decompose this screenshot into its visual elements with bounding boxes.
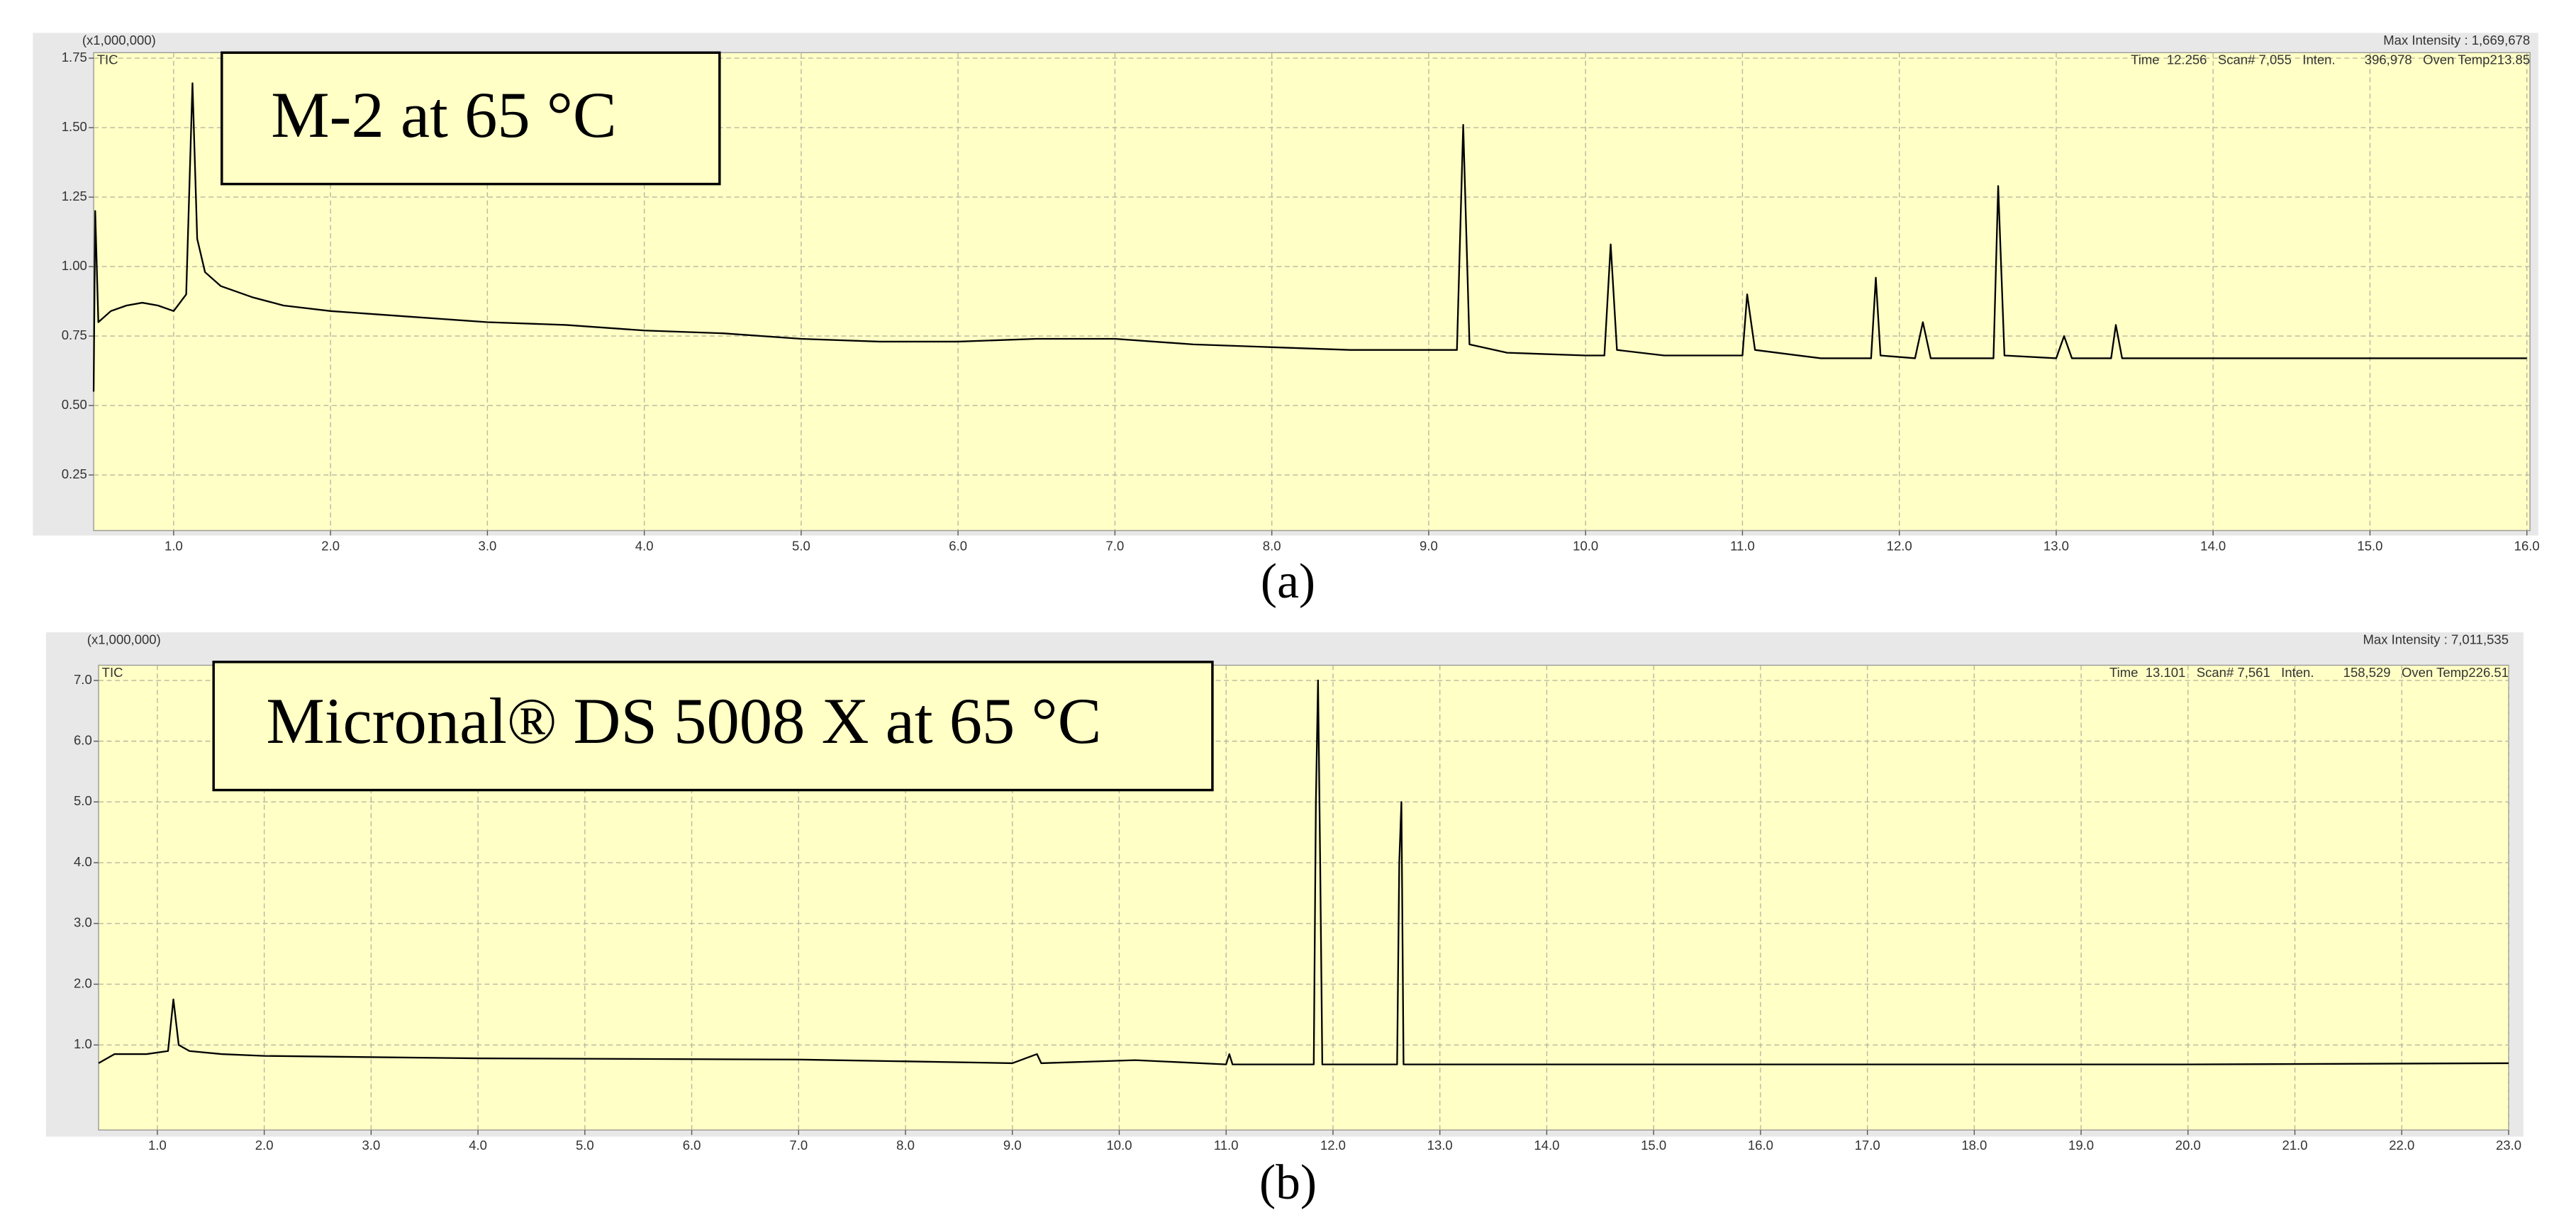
x-tick-label: 8.0 <box>896 1138 915 1153</box>
x-tick-label: 13.0 <box>2043 539 2069 554</box>
caption: (a) <box>1261 554 1315 609</box>
x-tick-label: 2.0 <box>321 539 340 554</box>
y-tick-label: 0.25 <box>62 466 87 481</box>
y-tick-label: 1.00 <box>62 258 87 273</box>
x-tick-label: 19.0 <box>2068 1138 2094 1153</box>
x-tick-label: 17.0 <box>1855 1138 1880 1153</box>
x-tick-label: 5.0 <box>576 1138 594 1153</box>
status-line: Time 13.101 Scan# 7,561 Inten. 158,529 O… <box>2109 665 2509 680</box>
x-tick-label: 15.0 <box>2357 539 2382 554</box>
y-tick-label: 6.0 <box>74 733 92 748</box>
x-tick-label: 18.0 <box>1961 1138 1987 1153</box>
x-tick-label: 9.0 <box>1420 539 1438 554</box>
x-tick-label: 6.0 <box>683 1138 701 1153</box>
title-box <box>221 51 721 186</box>
trace-label: TIC <box>97 52 118 67</box>
x-tick-label: 7.0 <box>1106 539 1125 554</box>
x-tick-label: 23.0 <box>2496 1138 2521 1153</box>
x-tick-label: 16.0 <box>1748 1138 1773 1153</box>
x-tick-label: 8.0 <box>1263 539 1281 554</box>
max-intensity: Max Intensity : 7,011,535 <box>2363 632 2509 647</box>
chart-title: M-2 at 65 °C <box>271 79 616 152</box>
x-tick-label: 11.0 <box>1730 539 1755 554</box>
status-line: Time 12.256 Scan# 7,055 Inten. 396,978 O… <box>2131 52 2530 67</box>
x-tick-label: 10.0 <box>1573 539 1598 554</box>
x-tick-label: 9.0 <box>1003 1138 1022 1153</box>
y-tick-label: 5.0 <box>74 793 92 808</box>
x-tick-label: 4.0 <box>469 1138 487 1153</box>
x-tick-label: 10.0 <box>1106 1138 1132 1153</box>
max-intensity: Max Intensity : 1,669,678 <box>2383 33 2530 47</box>
x-tick-label: 3.0 <box>362 1138 381 1153</box>
x-tick-label: 14.0 <box>1534 1138 1559 1153</box>
y-tick-label: 0.50 <box>62 397 87 412</box>
y-unit: (x1,000,000) <box>87 632 161 647</box>
y-tick-label: 0.75 <box>62 327 87 342</box>
y-tick-label: 1.0 <box>74 1036 92 1051</box>
y-tick-label: 7.0 <box>74 672 92 687</box>
trace-label: TIC <box>102 665 123 680</box>
x-tick-label: 12.0 <box>1320 1138 1346 1153</box>
x-tick-label: 1.0 <box>148 1138 167 1153</box>
caption: (b) <box>1259 1155 1317 1210</box>
x-tick-label: 1.0 <box>165 539 183 554</box>
x-tick-label: 2.0 <box>255 1138 274 1153</box>
x-tick-label: 6.0 <box>949 539 967 554</box>
x-tick-label: 13.0 <box>1427 1138 1453 1153</box>
x-tick-label: 15.0 <box>1641 1138 1666 1153</box>
x-tick-label: 12.0 <box>1887 539 1912 554</box>
x-tick-label: 5.0 <box>792 539 810 554</box>
y-tick-label: 2.0 <box>74 975 92 990</box>
x-tick-label: 22.0 <box>2389 1138 2414 1153</box>
y-tick-label: 3.0 <box>74 915 92 930</box>
x-tick-label: 4.0 <box>635 539 654 554</box>
y-tick-label: 1.75 <box>62 50 87 65</box>
x-tick-label: 21.0 <box>2282 1138 2308 1153</box>
x-tick-label: 20.0 <box>2175 1138 2201 1153</box>
chromatogram-line <box>98 679 2509 1065</box>
y-tick-label: 1.50 <box>62 119 87 134</box>
x-tick-label: 3.0 <box>479 539 497 554</box>
chromatogram-line <box>92 82 2527 392</box>
y-unit: (x1,000,000) <box>82 33 156 47</box>
x-tick-label: 16.0 <box>2514 539 2540 554</box>
x-tick-label: 11.0 <box>1214 1138 1239 1153</box>
chart-title: Micronal® DS 5008 X at 65 °C <box>266 685 1101 758</box>
y-tick-label: 4.0 <box>74 854 92 869</box>
y-tick-label: 1.25 <box>62 189 87 203</box>
x-tick-label: 14.0 <box>2200 539 2226 554</box>
title-box <box>212 661 1214 792</box>
x-tick-label: 7.0 <box>789 1138 808 1153</box>
